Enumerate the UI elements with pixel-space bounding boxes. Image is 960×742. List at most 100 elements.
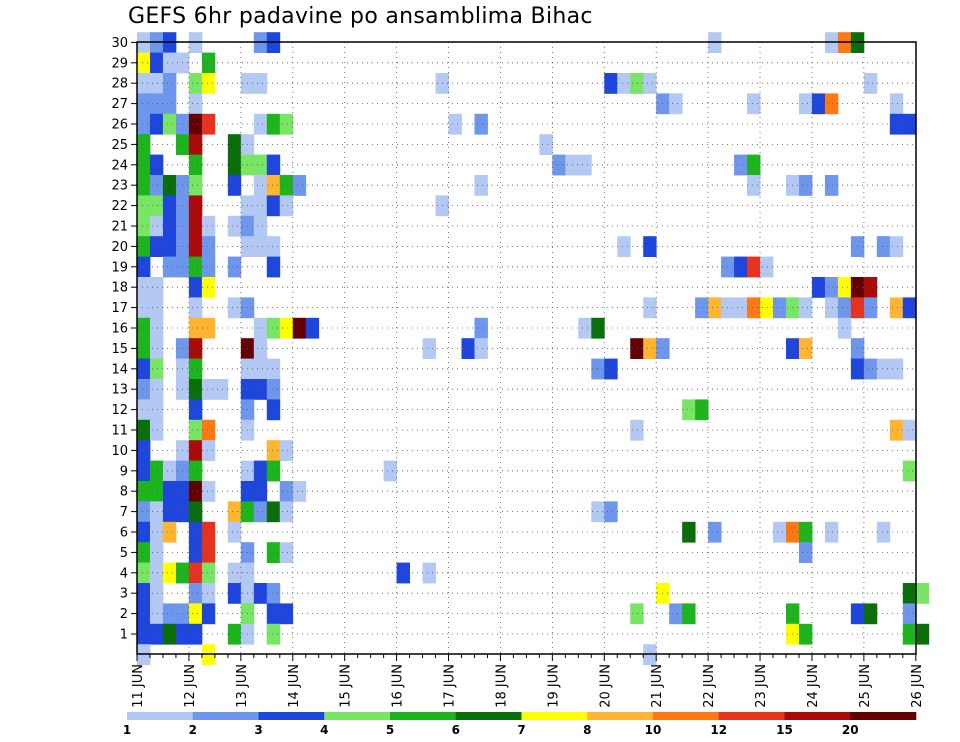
heatmap-cell [137,256,151,278]
heatmap-cell [266,236,281,257]
color-legend: 1 2 3 4 5 6 7 8 10 12 15 20 [123,712,917,737]
heatmap-cell [149,419,164,441]
heatmap-cell [137,501,151,523]
heatmap-cell [448,113,462,135]
heatmap-cell [201,440,216,461]
heatmap-cell [137,623,151,645]
heatmap-cell [188,460,203,482]
y-tick-label: 30 [111,36,128,51]
y-tick-label: 2 [120,607,128,622]
heatmap-cell [188,379,203,400]
heatmap-cell [214,379,229,400]
x-tick-label: 13 JUN [235,664,250,708]
heatmap-cell [149,379,164,400]
heatmap-cell [201,379,216,400]
y-tick-label: 21 [111,220,128,235]
heatmap-cells [137,32,930,665]
heatmap-cell [279,113,294,135]
heatmap-cell [162,460,177,482]
y-tick-label: 6 [120,526,128,541]
heatmap-cell [137,379,151,400]
heatmap-cell [188,195,203,217]
heatmap-cell [266,501,281,523]
y-tick-label: 13 [111,383,128,398]
heatmap-cell [798,297,813,319]
heatmap-cell [188,175,203,196]
heatmap-cell [824,93,839,115]
heatmap-cell [578,154,592,176]
heatmap-cell [798,93,813,115]
heatmap-cell [902,297,917,319]
legend-label: 1 [123,723,131,737]
heatmap-cell [149,399,164,421]
heatmap-cell [292,175,307,196]
heatmap-cell [149,481,164,502]
heatmap-cell [149,175,164,196]
heatmap-cell [902,583,917,604]
heatmap-cell [188,113,203,135]
heatmap-cell [149,542,164,563]
y-tick-label: 18 [111,281,128,296]
y-tick-label: 3 [120,587,128,602]
heatmap-cell [227,154,242,176]
heatmap-cell [188,338,203,359]
y-tick-label: 16 [111,322,128,337]
y-tick-label: 10 [111,444,128,459]
heatmap-cell [188,297,203,319]
heatmap-cell [474,175,488,196]
heatmap-cell [604,358,618,380]
heatmap-cell [604,73,618,94]
heatmap-cell [162,52,177,74]
y-tick-label: 1 [120,628,128,643]
heatmap-cell [643,236,657,257]
heatmap-cell [266,113,281,135]
heatmap-cell [915,623,930,645]
heatmap-cell [162,93,177,115]
heatmap-cell [682,399,696,421]
legend-label: 8 [583,723,591,737]
heatmap-cell [266,399,281,421]
heatmap-cell [266,358,281,380]
heatmap-cell [253,236,268,257]
heatmap-cell [266,542,281,563]
heatmap-cell [266,256,281,278]
heatmap-cell [149,358,164,380]
heatmap-cell [201,317,216,339]
heatmap-cell [695,399,709,421]
heatmap-cell [188,134,203,155]
legend-swatch [192,712,259,720]
y-tick-label: 19 [111,260,128,275]
heatmap-cell [201,236,216,257]
heatmap-cell [201,52,216,74]
heatmap-cell [149,195,164,217]
x-tick-label: 25 JUN [858,664,873,708]
heatmap-cell [902,113,917,135]
heatmap-cell [734,154,748,176]
heatmap-cell [137,317,151,339]
x-tick-label: 17 JUN [443,664,458,708]
heatmap-cell [773,521,787,543]
heatmap-cell [889,93,904,115]
x-tick-label: 12 JUN [183,664,198,708]
heatmap-cell [149,562,164,584]
heatmap-cell [137,562,151,584]
heatmap-cell [201,583,216,604]
heatmap-cell [902,603,917,625]
heatmap-cell [149,623,164,645]
heatmap-cell [162,256,177,278]
heatmap-cell [266,154,281,176]
heatmap-cell [253,481,268,502]
heatmap-cell [279,542,294,563]
heatmap-cell [149,93,164,115]
y-tick-label: 12 [111,403,128,418]
heatmap-cell [539,134,553,155]
heatmap-cell [747,154,761,176]
heatmap-cell [279,175,294,196]
heatmap-cell [889,419,904,441]
y-tick-label: 24 [111,158,128,173]
heatmap-cell [188,583,203,604]
heatmap-cell [137,113,151,135]
heatmap-cell [188,154,203,176]
heatmap-cell [201,542,216,563]
heatmap-cell [837,317,852,339]
